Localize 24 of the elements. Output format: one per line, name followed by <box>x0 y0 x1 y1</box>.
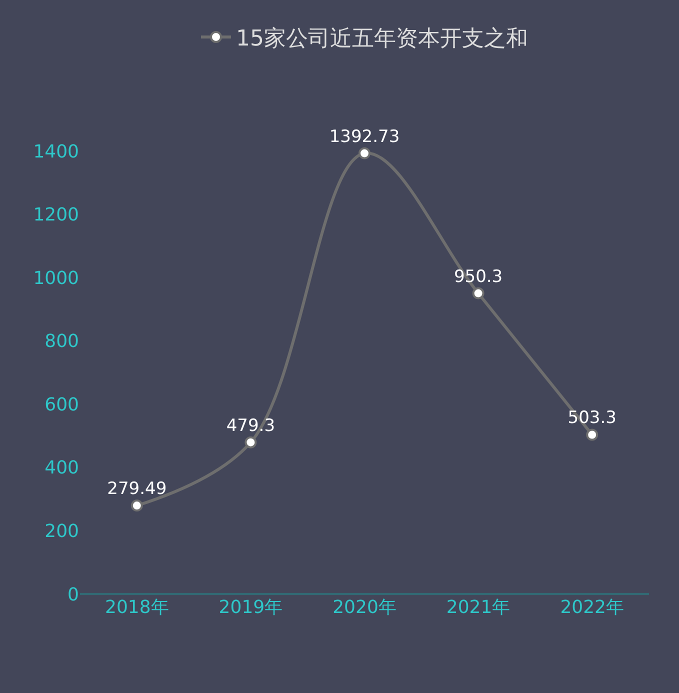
point <box>244 436 257 448</box>
point <box>472 287 484 300</box>
legend-label: 15家公司近五年资本开支之和 <box>236 26 528 52</box>
data-label: 279.49 <box>107 479 167 500</box>
y-tick-label: 1200 <box>33 204 79 226</box>
y-tick-label: 1400 <box>33 141 79 162</box>
x-tick-label: 2022年 <box>560 597 624 618</box>
y-tick-label: 400 <box>44 458 79 479</box>
y-tick-label: 600 <box>44 394 79 416</box>
data-label: 950.3 <box>454 266 503 287</box>
y-tick-label: 200 <box>44 521 79 542</box>
x-tick-label: 2019年 <box>218 597 283 618</box>
data-label: 1392.73 <box>329 126 400 147</box>
x-tick-label: 2021年 <box>446 597 510 618</box>
point <box>130 500 143 512</box>
y-tick-label: 800 <box>44 331 79 352</box>
point <box>586 428 598 441</box>
y-tick-label: 0 <box>68 584 79 606</box>
y-tick-label: 1000 <box>33 268 79 289</box>
data-label: 503.3 <box>568 408 616 428</box>
data-label: 479.3 <box>226 416 276 436</box>
x-tick-label: 2020年 <box>332 597 396 618</box>
x-tick-label: 2018年 <box>104 597 169 618</box>
point <box>358 147 370 160</box>
